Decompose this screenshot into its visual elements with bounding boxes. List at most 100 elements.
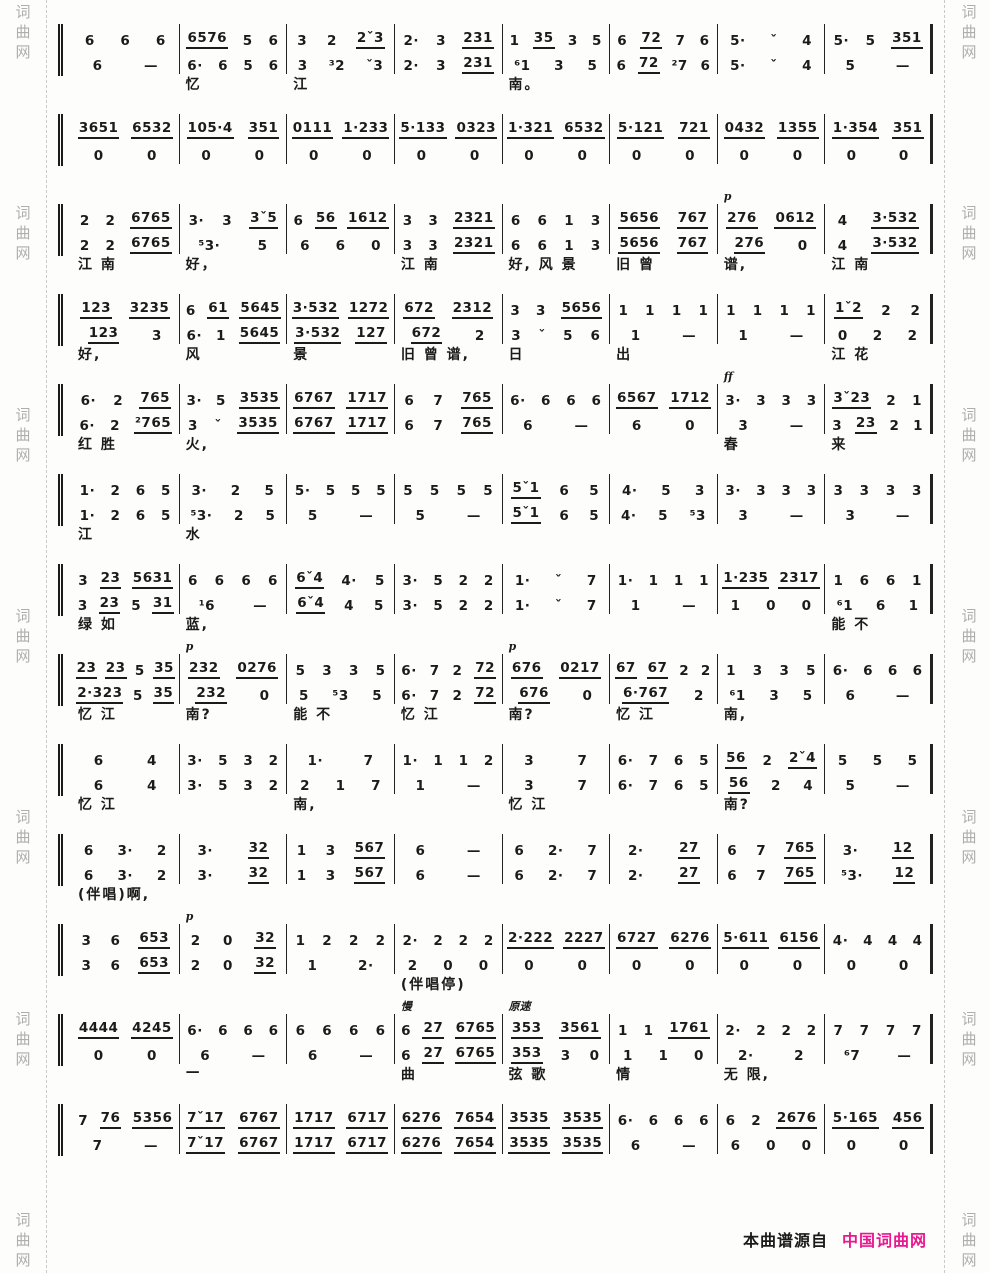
voice-top: 7 76 5356 — [72, 1104, 179, 1129]
note-group: 0 — [766, 598, 776, 614]
note-group: 6 — [630, 1138, 641, 1154]
system: 1· 2 6 5 1· 2 6 5 江 3· 2 5 ⁵3· 2 5 水 5· 5 5 5 5—5 5 5 5 5—5ˇ1 6 5 5… — [58, 474, 933, 545]
note-group: 0 — [362, 148, 373, 164]
voice-bottom: ¹6 — — [180, 589, 287, 614]
note-group: 1 — [833, 573, 844, 589]
voice-top: 7ˇ17 6767 — [180, 1104, 287, 1129]
note-group: 3 — [560, 1048, 571, 1064]
note-group: 2 — [679, 663, 690, 679]
note-group: 4 — [147, 753, 157, 769]
note-group: 1· — [617, 573, 634, 589]
note-group: 3 — [779, 663, 790, 679]
note-group: 1 — [908, 598, 919, 614]
note-group: 2 — [693, 688, 704, 704]
note-group: 765 — [461, 390, 493, 409]
lyric-line — [718, 614, 826, 635]
measure: 6767 1717 6767 1717 — [287, 384, 395, 455]
voice-top: 2·222 2227 — [503, 924, 610, 949]
note-group: 0 — [685, 958, 696, 974]
voice-top: 6767 1717 — [287, 384, 394, 409]
watermark-char: 词 — [15, 204, 31, 223]
note-group: 5·611 — [722, 930, 770, 949]
voice-bottom: 1· 2 6 5 — [72, 499, 179, 524]
measure: 3 6 653 3 6 653 — [72, 924, 180, 995]
measure: 1·235 2317 1 0 0 — [718, 564, 826, 635]
lyric-line: 情 — [616, 1067, 633, 1083]
note-group: 6 — [93, 778, 104, 794]
note-group: 0 — [739, 148, 750, 164]
note-group: 1· — [514, 573, 531, 589]
note-group: 5 — [589, 483, 600, 499]
measure: p 232 0276 232 0 南? — [180, 641, 288, 725]
voice-top: 6· 2 765 — [72, 384, 179, 409]
note-group: 6532 — [131, 120, 173, 139]
note-group: 1 — [643, 1023, 654, 1039]
note-group: 1 — [645, 303, 656, 319]
note-group: 6 — [348, 1023, 359, 1039]
measure: 6 6 6 6 ¹6— 蓝, — [180, 564, 288, 635]
note-group: 6532 — [563, 120, 605, 139]
note-group: 1·354 — [831, 120, 879, 139]
note-group: 6 — [590, 328, 601, 344]
measure: 67 67 2 2 6·767 2 忆 江 — [610, 654, 718, 725]
watermark-text-group: 词曲网 — [961, 607, 976, 665]
note-group: 105·4 — [186, 120, 234, 139]
note-group: 2 — [483, 753, 494, 769]
measure-row: 6 6 6 6—6576 5 6 6· 6 5 6 忆 3 2 2ˇ3 3 ³2 ˇ3 江 2· 3 231 2· 3 231… — [72, 24, 933, 95]
note-group: 3 — [297, 58, 308, 74]
notes-block: 6 2 2676 6 0 0 — [718, 1104, 826, 1154]
note-group: 23 — [98, 595, 121, 614]
note-group: 0 — [685, 418, 696, 434]
voice-bottom: 2· 2 — [718, 1039, 825, 1064]
voice-top: 1 3 567 — [287, 834, 394, 859]
notes-block: 6 72 7 6 6 72 ²7 6 — [610, 24, 718, 74]
note-group: ⁵3· — [198, 238, 221, 254]
lyric-line: 南? — [508, 707, 535, 723]
dynamic-annotation: p — [723, 190, 732, 203]
note-group: 5 — [429, 483, 440, 499]
voice-bottom: 3 6 653 — [72, 949, 179, 974]
voice-bottom: 3·532 127 — [287, 319, 394, 344]
note-group: 5 — [372, 688, 383, 704]
note-group: 3 — [348, 663, 359, 679]
note-group: 6 — [120, 33, 131, 49]
note-group: 7 — [429, 688, 440, 704]
notes-block: 6· 6 6 6 6— — [180, 1014, 288, 1064]
note-group: 3 — [402, 238, 413, 254]
lyric-line: 江 南 — [78, 257, 117, 273]
note-group: 3 — [297, 33, 308, 49]
note-group: 3 — [81, 958, 92, 974]
lyric-line: 南。 — [508, 77, 541, 93]
note-group: — — [789, 508, 804, 524]
footer-brand-link[interactable]: 中国词曲网 — [841, 1231, 927, 1250]
note-group: 5 — [242, 33, 253, 49]
note-group: 6 — [268, 33, 279, 49]
note-group: 3 — [536, 303, 546, 319]
notes-block: 5·611 6156 0 0 — [718, 924, 826, 974]
note-group: 0 — [631, 148, 642, 164]
voice-bottom: 5— — [825, 49, 930, 74]
note-group: 2 — [79, 238, 90, 254]
note-group: 2 — [105, 238, 116, 254]
note-group: 3· — [197, 843, 213, 859]
note-group: 0 — [524, 958, 535, 974]
note-group: 1 — [617, 1023, 628, 1039]
note-group: 6 — [673, 753, 684, 769]
lyric-line — [503, 164, 611, 185]
lyric-line — [825, 1064, 933, 1085]
note-group: 5 — [433, 598, 444, 614]
notes-block: 2 0 32 2 0 32 — [180, 924, 288, 974]
note-group: 0 — [93, 148, 104, 164]
note-group: 5· — [730, 33, 746, 49]
note-group: 1761 — [668, 1020, 710, 1039]
notes-block: 3· 3 3 3 3— — [718, 384, 826, 434]
note-group: 5 — [131, 598, 142, 614]
voice-bottom: 3— — [825, 499, 930, 524]
measure: 1·354 351 0 0 — [825, 114, 933, 185]
